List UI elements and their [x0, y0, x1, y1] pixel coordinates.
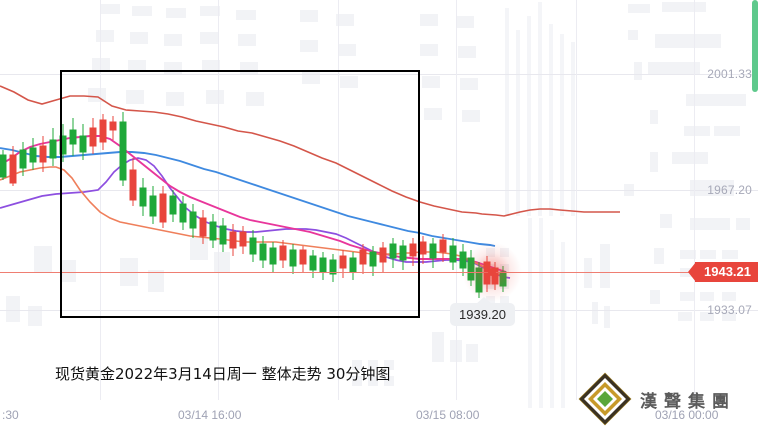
right-scroll-indicator[interactable]	[752, 0, 758, 92]
diamond-logo-icon	[578, 372, 632, 426]
brand-name: 漢 聲 集 團	[640, 387, 730, 412]
gridline-vertical-1	[100, 0, 101, 400]
ma-slow-line	[0, 147, 496, 247]
time-label-3: 03/16 00:00	[655, 408, 719, 422]
bollinger-lower-band	[0, 157, 511, 279]
gridline-1967	[0, 190, 758, 191]
gridline-2001	[0, 74, 758, 75]
brand-char-2: 聲	[664, 391, 682, 412]
gridline-vertical-3	[338, 0, 339, 400]
current-price-badge: 1943.21	[695, 262, 758, 282]
time-label-2: 03/15 08:00	[416, 408, 480, 422]
gridline-vertical-5	[576, 0, 577, 400]
brand-char-1: 漢	[640, 391, 658, 412]
gridline-vertical-2	[218, 0, 219, 400]
brand-logo: 漢 聲 集 團	[578, 372, 730, 426]
brand-char-4: 團	[712, 391, 730, 412]
price-label-1967: 1967.20	[707, 183, 752, 197]
price-tooltip: 1939.20	[450, 297, 515, 326]
time-axis: :30 03/14 16:00 03/15 08:00 03/16 00:00	[0, 404, 758, 426]
time-label-1: 03/14 16:00	[178, 408, 242, 422]
bollinger-upper-band	[0, 85, 620, 217]
price-label-2001: 2001.33	[707, 67, 752, 81]
gridline-vertical-6	[694, 0, 695, 400]
current-price-line	[0, 272, 758, 273]
annotation-rectangle[interactable]	[60, 70, 420, 318]
brand-char-3: 集	[688, 391, 706, 412]
gridline-1933	[0, 310, 758, 311]
current-price-dot	[488, 268, 496, 276]
ma-mid-line	[0, 135, 507, 273]
gridline-vertical-4	[456, 0, 457, 400]
time-label-0: :30	[2, 408, 19, 422]
candlestick-series	[0, 112, 507, 298]
price-label-1933: 1933.07	[707, 303, 752, 317]
chart-caption: 现货黄金2022年3月14日周一 整体走势 30分钟图	[55, 365, 391, 383]
